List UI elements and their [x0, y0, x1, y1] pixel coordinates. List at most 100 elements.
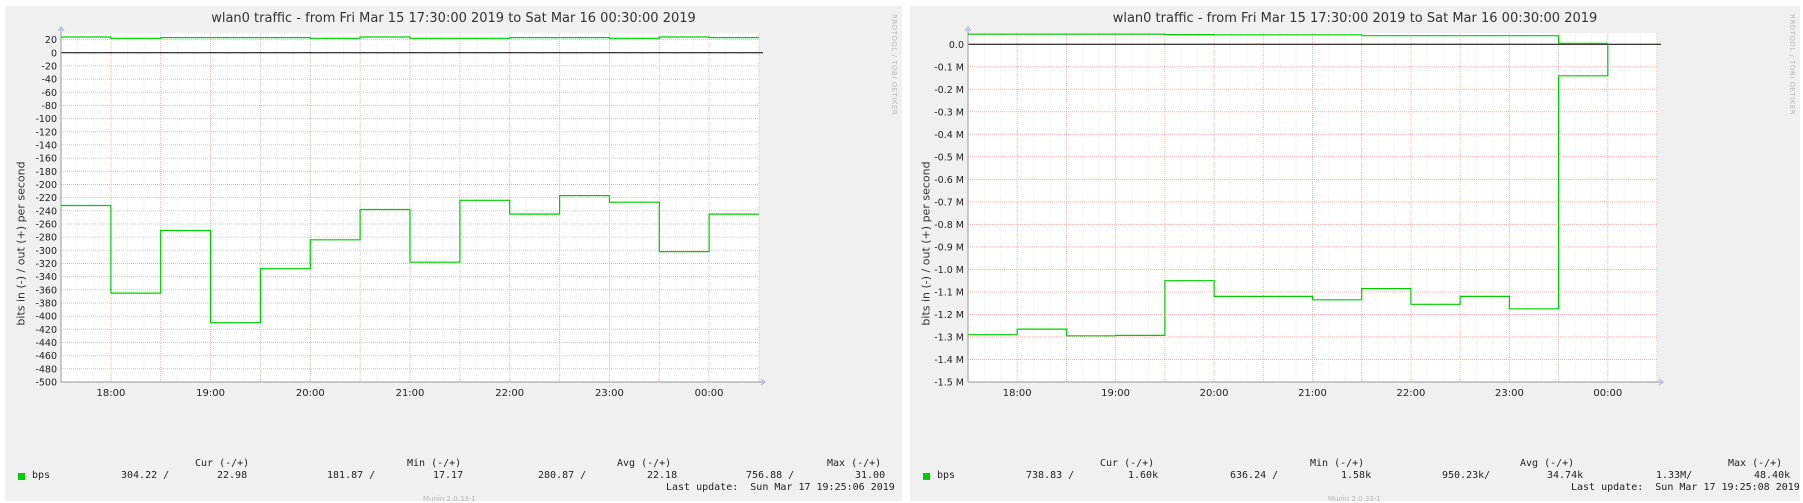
y-tick-label: -500: [35, 378, 57, 389]
legend-avg-out: 34.74k: [1547, 470, 1584, 481]
legend-swatch: [18, 473, 25, 480]
y-tick-label: -460: [35, 351, 57, 362]
y-tick-label: 20: [45, 35, 57, 46]
legend-avg-in: 950.23k/: [1442, 470, 1491, 481]
y-tick-label: -0.3 M: [934, 107, 964, 118]
legend-header-min: Min (-/+): [1310, 458, 1365, 469]
y-tick-label: -40: [41, 75, 57, 86]
x-tick-label: 20:00: [1200, 388, 1229, 399]
legend-1: Cur (-/+) Min (-/+) Avg (-/+) Max (-/+) …: [5, 458, 902, 498]
chart-plot-2: 0.0 -0.1 M -0.2 M -0.3 M -0.4 M -0.5 M -0.6 M -…: [934, 26, 1664, 399]
graph-panel-1: wlan0 traffic - from Fri Mar 15 17:30:00…: [5, 6, 902, 503]
y-tick-label: -140: [35, 140, 57, 151]
y-tick-label: -200: [35, 180, 57, 191]
legend-cur-out: 22.98: [217, 470, 248, 481]
y-tick-label: -100: [35, 114, 57, 125]
y-tick-label: -440: [35, 338, 57, 349]
series-line-bps-out: [61, 36, 759, 39]
legend-header-cur: Cur (-/+): [195, 458, 250, 469]
y-tick-label: -0.1 M: [934, 62, 964, 73]
x-tick-label: 19:00: [196, 388, 225, 399]
legend-max-out: 31.00: [855, 470, 886, 481]
y-tick-label: -260: [35, 220, 57, 231]
x-tick-label: 18:00: [96, 388, 125, 399]
y-tick-label: -0.2 M: [934, 85, 964, 96]
y-tick-label: -120: [35, 127, 57, 138]
last-update: Last update: Sun Mar 17 19:25:08 2019: [1571, 482, 1800, 493]
y-tick-label: -220: [35, 193, 57, 204]
y-tick-label: -420: [35, 325, 57, 336]
x-tick-label: 18:00: [1003, 388, 1032, 399]
series-line-bps-in: [61, 195, 759, 324]
chart-plot-1: 20 0 -20 -40 -60 -80 -100 -120 -140 -160 -180 -200 -…: [35, 26, 766, 399]
legend-min-in: 636.24 /: [1230, 470, 1279, 481]
y-tick-label: 0.0: [949, 40, 964, 51]
y-tick-label: -340: [35, 272, 57, 283]
x-tick-label: 22:00: [1396, 388, 1425, 399]
legend-avg-out: 22.18: [647, 470, 678, 481]
y-tick-label: -0.4 M: [934, 130, 964, 141]
legend-header-max: Max (-/+): [1728, 458, 1783, 469]
y-tick-label: -1.4 M: [934, 355, 964, 366]
y-tick-label: -280: [35, 233, 57, 244]
legend-header-avg: Avg (-/+): [1520, 458, 1575, 469]
y-tick-label: -360: [35, 285, 57, 296]
y-tick-label: -1.0 M: [934, 265, 964, 276]
x-axis-arrow: [760, 378, 766, 386]
y-tick-label: -180: [35, 167, 57, 178]
x-tick-label: 22:00: [495, 388, 524, 399]
legend-max-out: 48.40k: [1754, 470, 1791, 481]
legend-series-label: bps: [32, 470, 51, 481]
munin-footer: Munin 2.0.33-1: [423, 495, 476, 503]
y-tick-label: -0.8 M: [934, 220, 964, 231]
legend-2: Cur (-/+) Min (-/+) Avg (-/+) Max (-/+) …: [910, 458, 1800, 498]
y-axis-arrow: [964, 26, 972, 32]
legend-header-avg: Avg (-/+): [617, 458, 672, 469]
y-tick-label: -300: [35, 246, 57, 257]
legend-header-max: Max (-/+): [827, 458, 882, 469]
legend-header-min: Min (-/+): [407, 458, 462, 469]
y-tick-label: -380: [35, 299, 57, 310]
x-tick-label: 00:00: [695, 388, 724, 399]
legend-max-in: 1.33M/: [1656, 470, 1693, 481]
graph-panel-2: wlan0 traffic - from Fri Mar 15 17:30:00…: [910, 6, 1800, 503]
y-tick-label: 0: [51, 48, 57, 59]
y-tick-label: -1.1 M: [934, 287, 964, 298]
y-tick-label: -1.2 M: [934, 310, 964, 321]
legend-header-cur: Cur (-/+): [1100, 458, 1155, 469]
chart-title: wlan0 traffic - from Fri Mar 15 17:30:00…: [1112, 11, 1598, 26]
legend-min-out: 17.17: [433, 470, 464, 481]
y-tick-label: -400: [35, 312, 57, 323]
legend-max-in: 756.88 /: [746, 470, 795, 481]
legend-min-out: 1.58k: [1341, 470, 1372, 481]
chart-title: wlan0 traffic - from Fri Mar 15 17:30:00…: [211, 11, 696, 26]
y-tick-label: -1.5 M: [934, 378, 964, 389]
x-axis-arrow: [1658, 378, 1664, 386]
y-tick-label: -60: [41, 88, 57, 99]
y-tick-label: -20: [41, 61, 57, 72]
x-tick-label: 23:00: [595, 388, 624, 399]
x-tick-label: 20:00: [296, 388, 325, 399]
y-tick-label: -0.9 M: [934, 242, 964, 253]
y-tick-label: -0.6 M: [934, 175, 964, 186]
legend-cur-in: 304.22 /: [121, 470, 170, 481]
legend-avg-in: 280.87 /: [538, 470, 587, 481]
y-tick-label: -480: [35, 364, 57, 375]
y-tick-label: -320: [35, 259, 57, 270]
x-tick-label: 00:00: [1593, 388, 1622, 399]
series-line-bps-in: [968, 44, 1609, 337]
x-tick-label: 21:00: [396, 388, 425, 399]
y-tick-label: -160: [35, 154, 57, 165]
y-tick-label: -0.7 M: [934, 197, 964, 208]
y-tick-label: -0.5 M: [934, 152, 964, 163]
y-tick-label: -1.3 M: [934, 333, 964, 344]
series-line-bps-out: [968, 33, 1608, 44]
legend-cur-out: 1.60k: [1128, 470, 1159, 481]
legend-min-in: 181.87 /: [327, 470, 376, 481]
legend-series-label: bps: [937, 470, 956, 481]
y-axis-arrow: [57, 26, 65, 32]
x-tick-label: 23:00: [1495, 388, 1524, 399]
y-tick-label: -240: [35, 206, 57, 217]
last-update: Last update: Sun Mar 17 19:25:06 2019: [666, 482, 895, 493]
y-tick-label: -80: [41, 101, 57, 112]
